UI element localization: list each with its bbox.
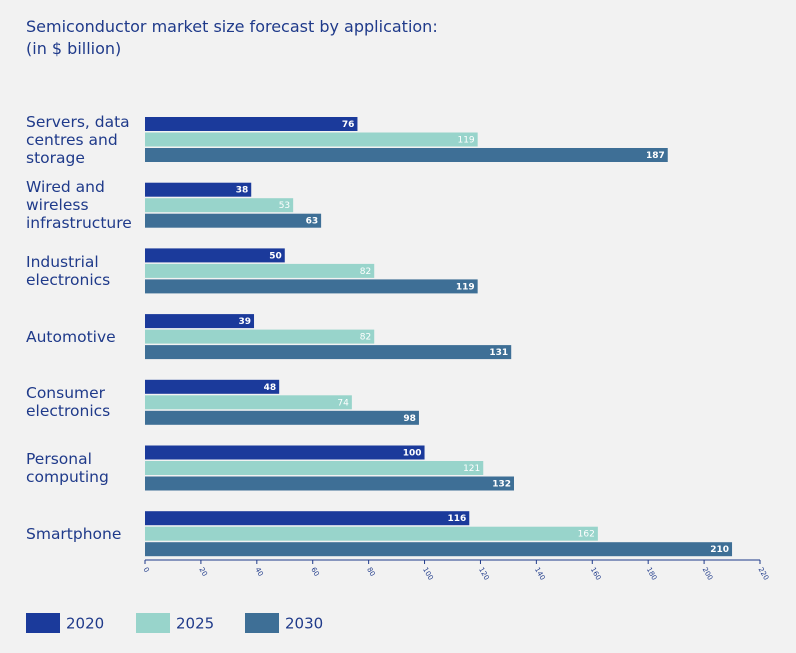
bar <box>145 132 478 147</box>
x-tick-label: 20 <box>197 566 208 578</box>
value-label: 119 <box>456 282 475 292</box>
legend-swatch <box>136 613 170 633</box>
bar <box>145 329 375 344</box>
bar <box>145 279 478 294</box>
value-label: 39 <box>238 317 251 327</box>
category-label: Industrial electronics <box>26 252 111 289</box>
value-label: 187 <box>646 151 665 161</box>
x-tick-label: 100 <box>421 566 435 582</box>
x-tick-label: 40 <box>253 566 264 578</box>
legend-swatch <box>26 613 60 633</box>
value-label: 121 <box>463 464 480 474</box>
bar <box>145 198 294 213</box>
bar <box>145 148 668 162</box>
bar <box>145 182 252 197</box>
value-label: 50 <box>269 251 282 261</box>
legend-label: 2025 <box>176 615 214 633</box>
bar <box>145 345 512 360</box>
value-label: 74 <box>337 398 349 408</box>
bar <box>145 379 280 394</box>
x-tick-label: 220 <box>757 566 771 582</box>
bar <box>145 445 425 460</box>
x-tick-label: 60 <box>309 566 320 578</box>
value-label: 162 <box>578 530 595 540</box>
bar <box>145 213 322 228</box>
x-tick-label: 120 <box>477 566 491 582</box>
chart-subtitle: (in $ billion) <box>26 39 122 58</box>
x-tick-label: 140 <box>533 566 547 582</box>
value-label: 210 <box>710 545 729 555</box>
bar <box>145 395 352 410</box>
bar <box>145 117 358 131</box>
bar <box>145 263 375 278</box>
category-label: Servers, data centres and storage <box>26 112 130 167</box>
value-label: 82 <box>360 267 371 277</box>
value-label: 100 <box>403 449 422 459</box>
bar <box>145 461 484 475</box>
category-label: Consumer electronics <box>26 384 111 421</box>
value-label: 119 <box>457 136 474 146</box>
legend-label: 2030 <box>285 615 323 633</box>
legend-label: 2020 <box>66 615 104 633</box>
value-label: 131 <box>489 348 508 358</box>
value-label: 132 <box>492 480 511 490</box>
bar <box>145 542 733 557</box>
category-label: Wired and wireless infrastructure <box>26 178 132 233</box>
bar <box>145 248 285 263</box>
bar <box>145 511 470 526</box>
category-label: Automotive <box>26 327 116 346</box>
bar <box>145 410 419 425</box>
value-label: 76 <box>342 120 355 130</box>
chart-title: Semiconductor market size forecast by ap… <box>26 17 438 36</box>
value-label: 116 <box>447 514 466 524</box>
x-tick-label: 0 <box>142 566 151 574</box>
value-label: 53 <box>279 201 290 211</box>
value-label: 63 <box>306 217 319 227</box>
bar <box>145 526 598 541</box>
legend-swatch <box>245 613 279 633</box>
value-label: 98 <box>403 414 416 424</box>
value-label: 48 <box>264 383 277 393</box>
value-label: 38 <box>236 186 249 196</box>
category-label: Personal computing <box>26 450 109 486</box>
x-tick-label: 80 <box>365 566 376 578</box>
bar <box>145 476 514 491</box>
x-tick-label: 180 <box>645 566 659 582</box>
x-tick-label: 160 <box>589 566 603 582</box>
bar <box>145 314 255 329</box>
x-tick-label: 200 <box>701 566 715 582</box>
value-label: 82 <box>360 333 371 343</box>
category-label: Smartphone <box>26 524 122 543</box>
